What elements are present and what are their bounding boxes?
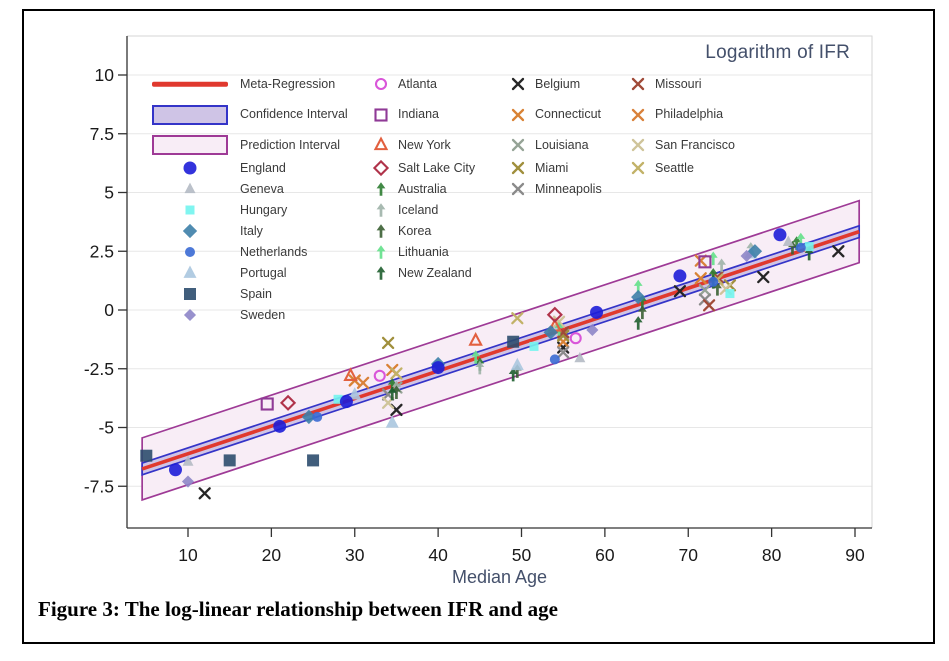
y-tick-label: -2.5 bbox=[84, 359, 114, 379]
x-tick-label: 50 bbox=[512, 545, 532, 565]
chart-title: Logarithm of IFR bbox=[705, 42, 850, 63]
y-tick-label: -5 bbox=[98, 418, 114, 438]
x-axis-label: Median Age bbox=[451, 567, 548, 587]
x-tick-label: 10 bbox=[178, 545, 198, 565]
x-tick-label: 60 bbox=[595, 545, 615, 565]
x-tick-label: 40 bbox=[428, 545, 448, 565]
y-tick-label: 5 bbox=[104, 183, 114, 203]
series-geneva bbox=[182, 235, 794, 466]
series-england bbox=[168, 228, 787, 477]
figure-caption: Figure 3: The log-linear relationship be… bbox=[38, 597, 558, 621]
series-indiana bbox=[260, 255, 712, 411]
series-spain bbox=[140, 335, 520, 467]
series-atlanta bbox=[373, 332, 582, 382]
y-tick-label: 2.5 bbox=[90, 241, 114, 261]
ifr-age-scatter-chart: 10 7.5 5 2.5 0 -2.5 -5 -7.5 10 20 30 40 50 60 70 80 90 bbox=[84, 35, 873, 565]
x-tick-label: 30 bbox=[345, 545, 365, 565]
x-tick-label: 90 bbox=[845, 545, 865, 565]
y-tick-label: -7.5 bbox=[84, 476, 114, 496]
series-netherlands bbox=[312, 242, 806, 422]
x-tick-label: 20 bbox=[262, 545, 282, 565]
series-salt-lake-city bbox=[279, 306, 563, 411]
y-tick-label: 0 bbox=[104, 300, 114, 320]
x-tick-label: 80 bbox=[762, 545, 782, 565]
plot-frame bbox=[127, 35, 873, 528]
x-tick-label: 70 bbox=[679, 545, 699, 565]
meta-regression-line bbox=[141, 229, 860, 471]
series-hungary bbox=[333, 242, 814, 404]
figure-box: 10 7.5 5 2.5 0 -2.5 -5 -7.5 10 20 30 40 50 60 70 80 90 L… bbox=[22, 9, 935, 644]
series-sweden bbox=[181, 249, 753, 488]
y-tick-label: 7.5 bbox=[90, 124, 114, 144]
y-tick-label: 10 bbox=[95, 65, 115, 85]
